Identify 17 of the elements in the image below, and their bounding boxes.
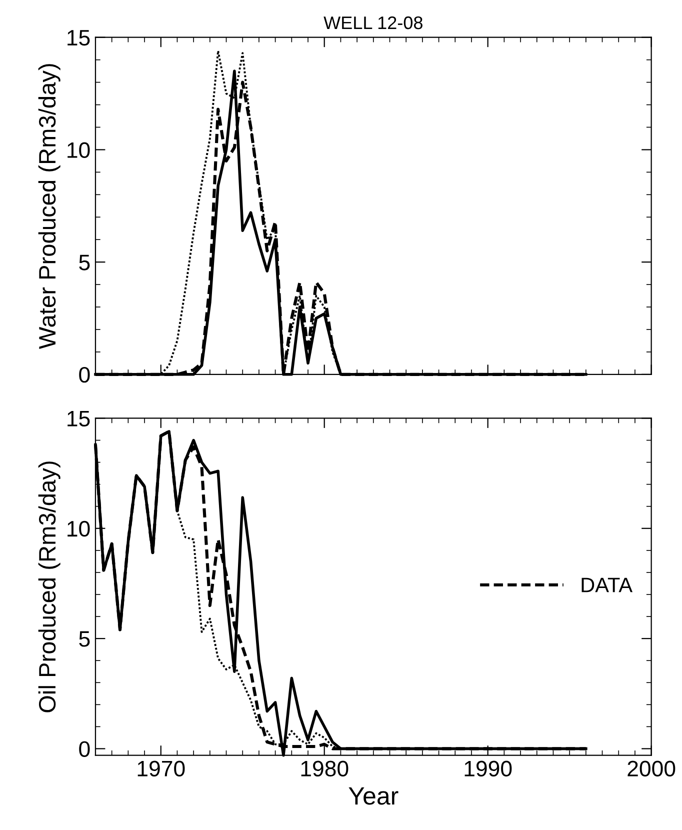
y-tick-label: 15	[68, 411, 90, 427]
x-axis-title: Year	[348, 787, 398, 805]
legend-label: DATA	[582, 578, 633, 592]
y-tick-label: 5	[79, 631, 90, 647]
y-tick-label: 10	[68, 520, 90, 537]
y-tick-label: 15	[68, 30, 90, 46]
x-tick-label: 1990	[464, 760, 512, 776]
y-tick-label: 10	[68, 142, 90, 158]
chart-title: WELL 12-08	[324, 16, 422, 30]
x-tick-label: 1970	[138, 760, 185, 776]
y-tick-label: 0	[79, 741, 90, 757]
x-tick-label: 1980	[301, 760, 348, 776]
y-tick-label: 5	[79, 254, 90, 270]
y-axis-title: Water Produced (Rm3/day)	[38, 64, 60, 350]
x-tick-label: 2000	[628, 760, 676, 776]
y-axis-title: Oil Produced (Rm3/day)	[38, 462, 60, 712]
y-tick-label: 0	[79, 366, 90, 383]
